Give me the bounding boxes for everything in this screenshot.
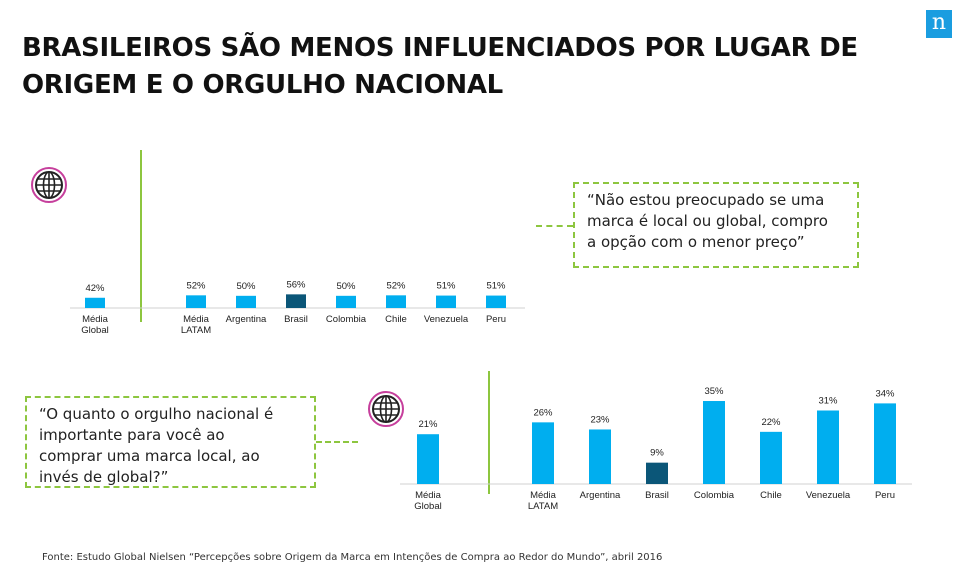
data-label: 52%: [186, 280, 206, 291]
source-note: Fonte: Estudo Global Nielsen “Percepções…: [42, 552, 663, 563]
title-line-1: BRASILEIROS SÃO MENOS INFLUENCIADOS POR …: [22, 33, 858, 63]
page-title: BRASILEIROS SÃO MENOS INFLUENCIADOS POR …: [22, 30, 902, 104]
tick-label: Média: [82, 314, 109, 325]
quote-price-line-1: “Não estou preocupado se uma: [587, 191, 825, 209]
tick-label: Venezuela: [806, 490, 851, 501]
quote-pride-line-2: importante para você ao: [39, 426, 225, 444]
data-label: 50%: [236, 281, 256, 292]
data-label: 34%: [875, 388, 895, 399]
data-label: 35%: [704, 386, 724, 397]
nielsen-logo: n: [926, 10, 952, 38]
quote-price-line-2: marca é local ou global, compro: [587, 212, 828, 230]
bar: [532, 422, 554, 484]
globe-icon: [368, 391, 404, 427]
tick-label: Argentina: [580, 490, 621, 501]
quote-pride-line-3: comprar uma marca local, ao: [39, 447, 260, 465]
quote-box-price: “Não estou preocupado se uma marca é loc…: [573, 182, 859, 268]
quote-pride-line-1: “O quanto o orgulho nacional é: [39, 405, 274, 423]
quote-pride-connector: [316, 441, 358, 443]
title-line-2: ORIGEM E O ORGULHO NACIONAL: [22, 70, 503, 100]
data-label: 9%: [650, 448, 664, 459]
quote-price-connector: [536, 225, 573, 227]
bar: [436, 295, 456, 308]
tick-label: Global: [414, 501, 441, 512]
data-label: 23%: [590, 414, 610, 425]
tick-label: Média: [530, 490, 557, 501]
tick-label: Brasil: [284, 314, 308, 325]
tick-label: Média: [415, 490, 442, 501]
bar: [236, 295, 256, 308]
bar: [336, 295, 356, 308]
data-label: 26%: [533, 407, 553, 418]
tick-label: Brasil: [645, 490, 669, 501]
bar: [646, 462, 668, 484]
tick-label: LATAM: [528, 501, 558, 512]
tick-label: Média: [183, 314, 210, 325]
globe-icon: [31, 167, 67, 203]
data-label: 42%: [85, 283, 105, 294]
data-label: 51%: [436, 281, 456, 292]
data-label: 56%: [286, 279, 306, 290]
bar: [386, 295, 406, 308]
bar: [85, 297, 105, 308]
data-label: 52%: [386, 280, 406, 291]
bar: [486, 295, 506, 308]
bar: [817, 410, 839, 484]
data-label: 22%: [761, 417, 781, 428]
bar: [589, 429, 611, 484]
tick-label: Chile: [385, 314, 407, 325]
bar: [874, 403, 896, 484]
bar: [186, 295, 206, 308]
tick-label: Global: [81, 325, 108, 336]
bar: [760, 431, 782, 484]
chart-price-preference: 42%MédiaGlobal52%MédiaLATAM50%Argentina5…: [31, 150, 525, 336]
bar: [703, 401, 725, 484]
tick-label: Argentina: [226, 314, 267, 325]
quote-pride-line-4: invés de global?”: [39, 468, 169, 486]
chart-national-pride: 21%MédiaGlobal26%MédiaLATAM23%Argentina9…: [368, 371, 912, 512]
tick-label: Colombia: [694, 490, 735, 501]
tick-label: Colombia: [326, 314, 367, 325]
bar: [286, 294, 306, 308]
data-label: 31%: [818, 395, 838, 406]
quote-box-pride: “O quanto o orgulho nacional é important…: [25, 396, 316, 488]
quote-price-line-3: a opção com o menor preço”: [587, 233, 805, 251]
data-label: 50%: [336, 281, 356, 292]
bar: [417, 434, 439, 484]
data-label: 51%: [486, 281, 506, 292]
tick-label: Peru: [875, 490, 895, 501]
data-label: 21%: [418, 419, 438, 430]
tick-label: Peru: [486, 314, 506, 325]
tick-label: Venezuela: [424, 314, 469, 325]
tick-label: Chile: [760, 490, 782, 501]
tick-label: LATAM: [181, 325, 211, 336]
